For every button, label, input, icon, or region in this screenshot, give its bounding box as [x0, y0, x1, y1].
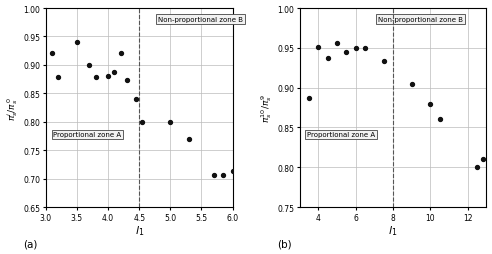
- Point: [361, 47, 369, 51]
- Point: [54, 76, 62, 80]
- Point: [352, 47, 360, 51]
- Text: (a): (a): [24, 239, 38, 249]
- Text: Proportional zone A: Proportional zone A: [53, 132, 122, 138]
- Point: [380, 59, 388, 64]
- X-axis label: $l_1$: $l_1$: [134, 223, 144, 237]
- Text: Proportional zone A: Proportional zone A: [307, 132, 375, 138]
- Point: [427, 103, 434, 107]
- Point: [436, 117, 444, 121]
- Text: (b): (b): [277, 239, 292, 249]
- Point: [333, 42, 341, 46]
- Point: [117, 52, 124, 56]
- Point: [73, 41, 81, 45]
- Point: [185, 137, 193, 141]
- Point: [408, 82, 416, 86]
- Point: [166, 120, 174, 124]
- Point: [305, 97, 313, 101]
- Point: [110, 70, 118, 74]
- Point: [473, 166, 481, 170]
- Point: [219, 173, 227, 177]
- X-axis label: $l_1$: $l_1$: [388, 223, 398, 237]
- Point: [229, 169, 237, 173]
- Point: [138, 120, 146, 124]
- Point: [86, 64, 93, 68]
- Text: Non-proportional zone B: Non-proportional zone B: [158, 17, 243, 23]
- Point: [132, 98, 140, 102]
- Point: [342, 51, 350, 55]
- Text: Non-proportional zone B: Non-proportional zone B: [378, 17, 463, 23]
- Y-axis label: $\pi_s^i / \pi_s^{\,0}$: $\pi_s^i / \pi_s^{\,0}$: [5, 96, 21, 120]
- Point: [123, 78, 131, 82]
- Point: [92, 75, 99, 80]
- Point: [479, 158, 487, 162]
- Point: [324, 57, 332, 61]
- Point: [48, 52, 56, 56]
- Point: [104, 75, 112, 79]
- Y-axis label: $\pi_s^{10} / \pi_s^{\,9}$: $\pi_s^{10} / \pi_s^{\,9}$: [259, 93, 275, 123]
- Point: [314, 46, 322, 50]
- Point: [210, 173, 218, 177]
